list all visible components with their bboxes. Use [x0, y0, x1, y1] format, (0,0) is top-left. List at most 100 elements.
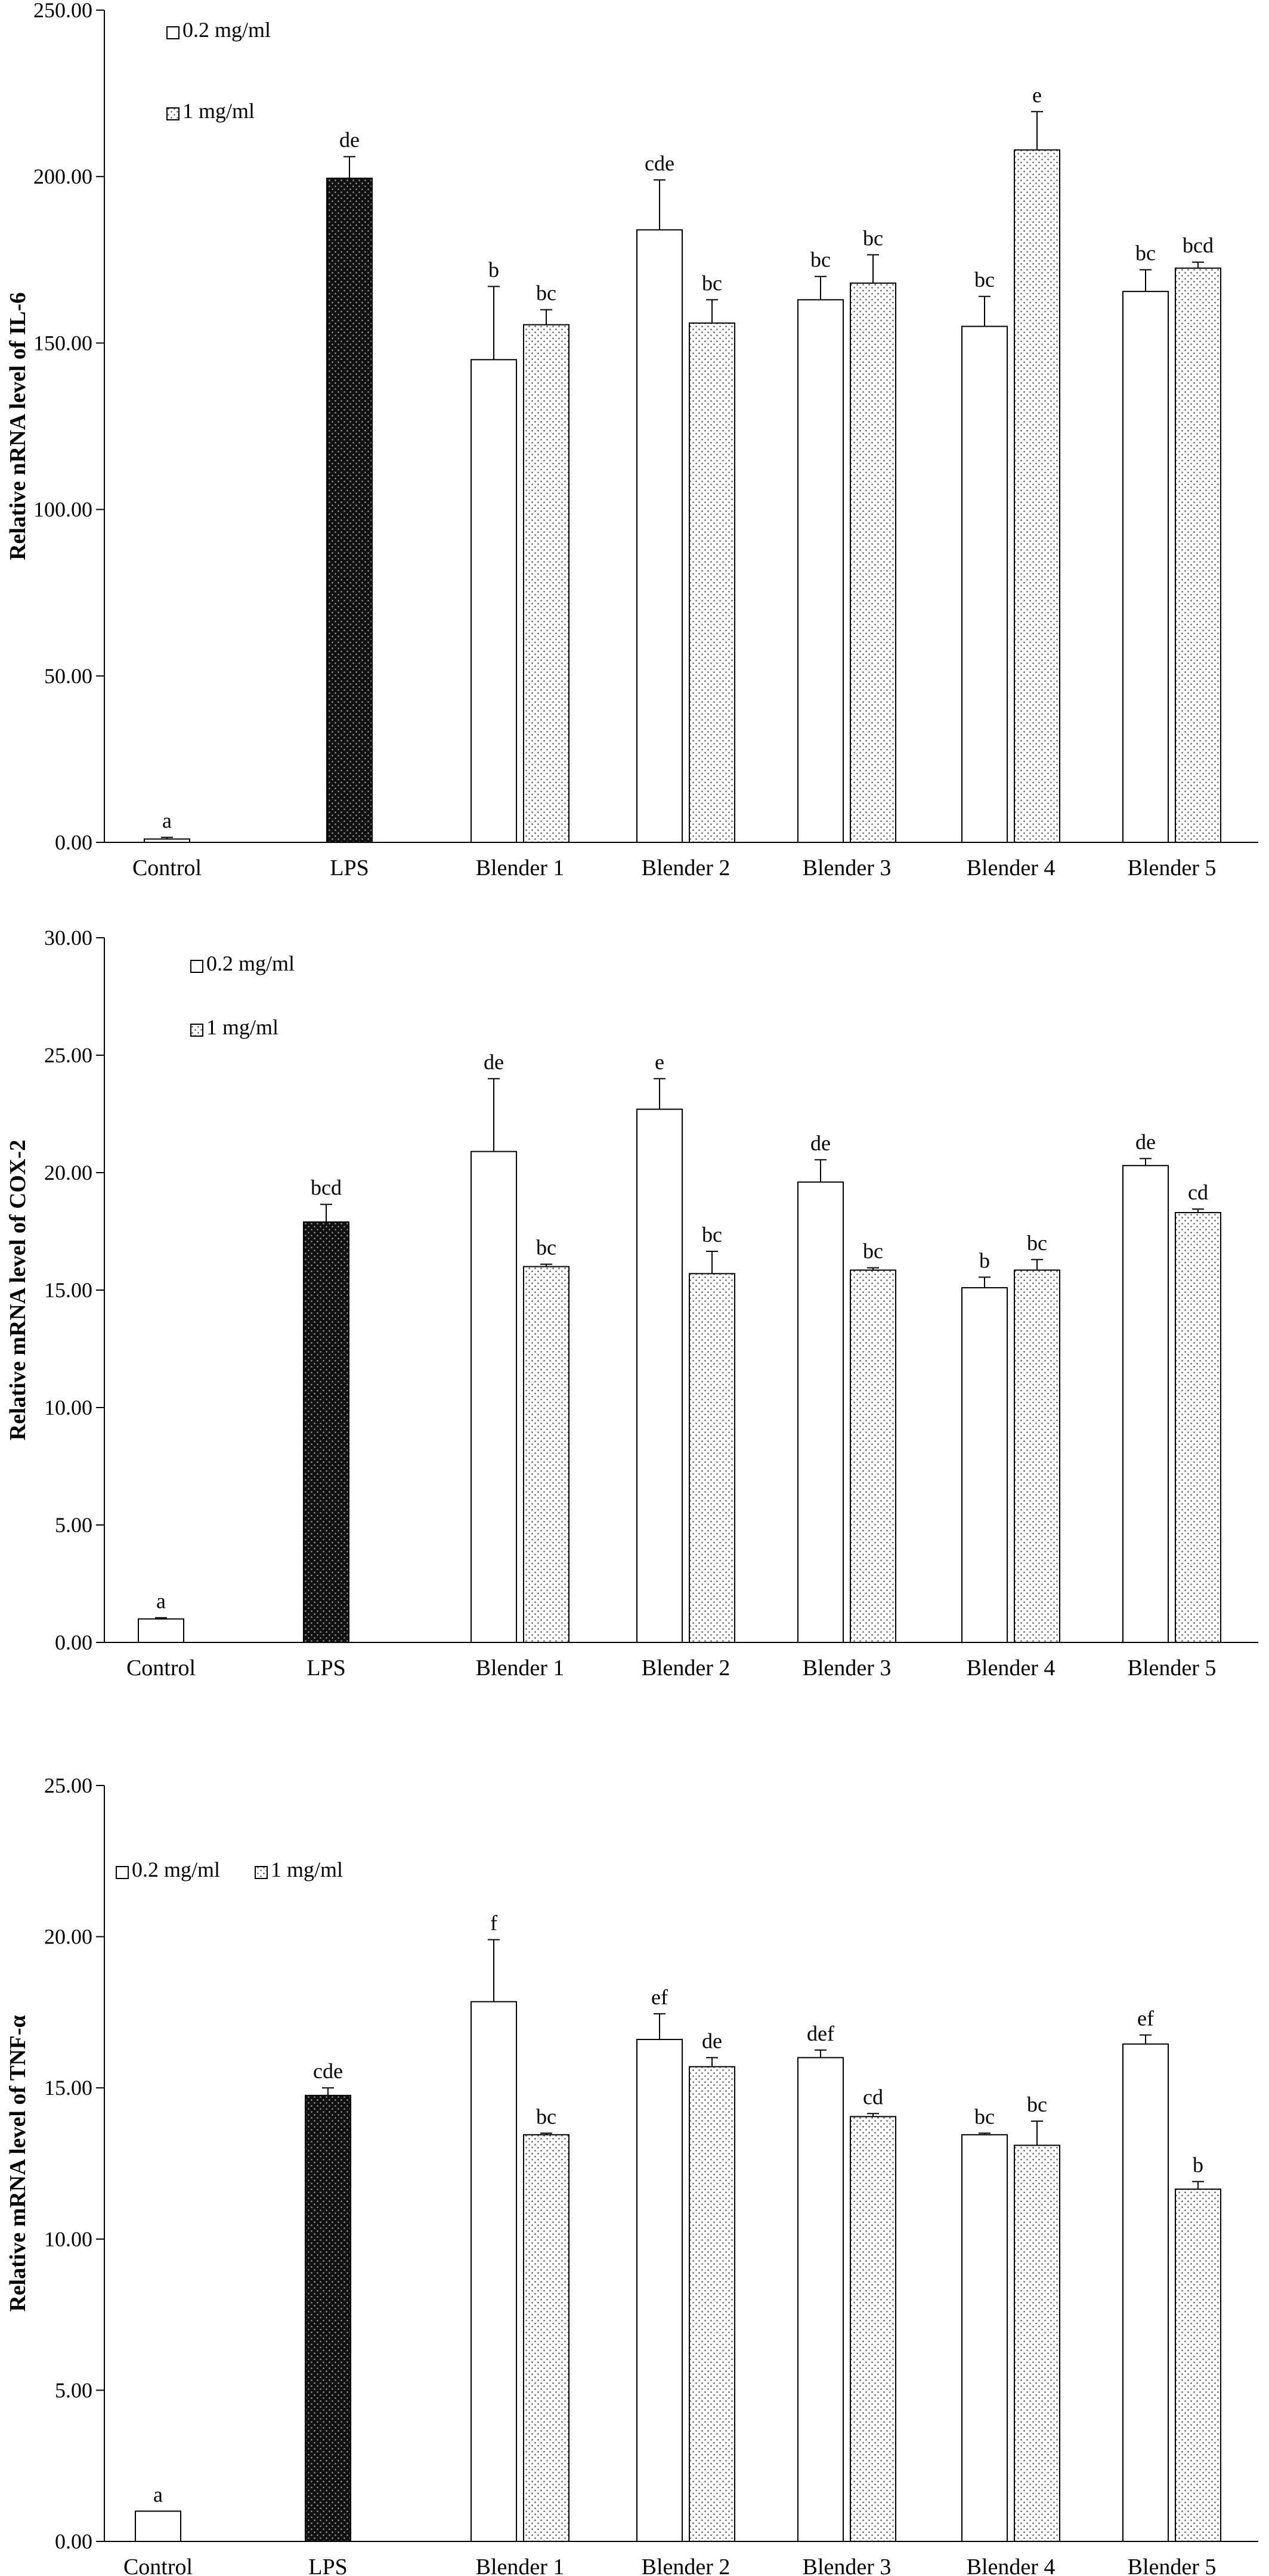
legend-label: 1 mg/ml — [271, 1858, 343, 1881]
bar-low-dose — [471, 359, 517, 843]
bar-low-dose — [138, 1618, 184, 1644]
y-tick-label: 20.00 — [44, 1161, 92, 1185]
x-tick-label: Blender 5 — [1128, 855, 1217, 881]
significance-label: de — [1135, 1130, 1156, 1154]
significance-label: bc — [974, 2104, 995, 2128]
y-axis-title: Relative nRNA level of IL-6 — [5, 292, 30, 560]
y-tick-label: 25.00 — [44, 1774, 92, 1797]
bar-high-dose — [1014, 1269, 1060, 1643]
bar-low-dose — [797, 1181, 844, 1643]
significance-label: bc — [702, 1223, 722, 1247]
significance-label: b — [488, 258, 499, 281]
bar-low-dose — [636, 229, 683, 844]
significance-label: bc — [1027, 1231, 1047, 1255]
y-tick-label: 10.00 — [44, 2227, 92, 2251]
y-tick-label: 25.00 — [44, 1043, 92, 1067]
bar-high-dose — [1175, 2188, 1221, 2543]
chart-2: 0.00 5.00 10.00 15.00 20.00 25.00 30.00 Relativ… — [5, 926, 1258, 1681]
bar-low-dose — [471, 1151, 517, 1644]
significance-label: de — [484, 1050, 504, 1074]
significance-label: bc — [1027, 2093, 1047, 2116]
significance-label: de — [339, 128, 360, 152]
legend-label: 0.2 mg/ml — [132, 1858, 220, 1881]
bar-high-dose — [523, 1266, 569, 1644]
bar-low-dose — [135, 2510, 181, 2542]
bar-low-dose — [797, 299, 844, 844]
x-tick-label: Blender 2 — [642, 1656, 731, 1681]
bar-high-dose — [850, 1269, 896, 1643]
bar-low-dose — [1122, 290, 1169, 843]
y-tick-label: 150.00 — [33, 331, 92, 355]
bar-high-dose — [523, 2134, 569, 2542]
significance-label: cde — [313, 2059, 343, 2083]
significance-label: a — [153, 2482, 163, 2506]
y-tick-label: 15.00 — [44, 1278, 92, 1302]
y-tick-label: 0.00 — [55, 2529, 92, 2553]
bar-high-dose — [1175, 267, 1221, 843]
x-tick-label: Blender 2 — [642, 2555, 731, 2576]
bar-high-dose — [850, 282, 896, 843]
bar-high-dose — [1014, 2144, 1060, 2543]
bar-high-dose — [850, 2116, 896, 2543]
y-tick-label: 15.00 — [44, 2076, 92, 2100]
x-tick-label: Control — [126, 1656, 196, 1681]
y-tick-label: 10.00 — [44, 1396, 92, 1419]
x-tick-label: Control — [132, 855, 202, 881]
significance-label: e — [655, 1050, 664, 1074]
x-tick-label: Blender 5 — [1128, 2555, 1217, 2576]
significance-label: bc — [536, 2104, 556, 2128]
significance-label: bc — [536, 1236, 556, 1260]
significance-label: a — [162, 809, 172, 833]
legend-swatch — [166, 107, 179, 120]
significance-label: bc — [702, 271, 722, 295]
legend-swatch — [166, 26, 179, 39]
bar-low-dose — [144, 838, 190, 844]
significance-label: b — [979, 1248, 990, 1272]
y-tick-label: 5.00 — [55, 2378, 92, 2402]
bar-high-dose — [689, 2066, 735, 2543]
significance-label: bc — [863, 1239, 883, 1263]
x-tick-label: Blender 2 — [642, 855, 731, 881]
significance-label: a — [156, 1589, 166, 1613]
legend-label: 0.2 mg/ml — [182, 18, 271, 42]
bar-low-dose — [1122, 2043, 1169, 2542]
y-tick-label: 5.00 — [55, 1513, 92, 1537]
x-tick-label: Blender 3 — [803, 1656, 892, 1681]
x-tick-label: Blender 3 — [803, 855, 892, 881]
x-tick-label: Blender 4 — [967, 2555, 1056, 2576]
significance-label: bc — [1135, 241, 1156, 265]
y-tick-label: 20.00 — [44, 1925, 92, 1949]
bar-high-dose — [523, 324, 569, 843]
legend-label: 1 mg/ml — [206, 1015, 278, 1039]
chart-1: 0.00 50.00 100.00 150.00 200.00 250.00 Relativ… — [5, 0, 1258, 881]
x-tick-label: LPS — [308, 2555, 347, 2576]
significance-label: de — [810, 1131, 831, 1155]
x-tick-label: Blender 1 — [476, 1656, 565, 1681]
significance-label: bcd — [311, 1176, 342, 1199]
bar-high-dose — [1014, 149, 1060, 844]
legend-swatch — [190, 960, 203, 973]
x-tick-label: Blender 4 — [967, 855, 1056, 881]
significance-label: e — [1032, 83, 1042, 107]
bar-low-dose — [797, 2057, 844, 2542]
x-tick-label: Control — [123, 2555, 193, 2576]
significance-label: ef — [651, 1985, 668, 2009]
y-tick-label: 100.00 — [33, 498, 92, 522]
legend-label: 1 mg/ml — [182, 99, 255, 123]
y-tick-label: 200.00 — [33, 165, 92, 188]
significance-label: bc — [974, 268, 995, 292]
significance-label: cde — [645, 151, 674, 175]
bar-low-dose — [471, 2001, 517, 2542]
bar-low-dose — [961, 2134, 1008, 2542]
bar-high-dose — [1175, 1211, 1221, 1643]
y-tick-label: 50.00 — [44, 664, 92, 688]
y-tick-label: 30.00 — [44, 926, 92, 950]
significance-label: def — [807, 2022, 834, 2045]
significance-label: cd — [1188, 1180, 1208, 1204]
y-tick-label: 0.00 — [55, 1630, 92, 1654]
significance-label: bc — [863, 226, 883, 250]
significance-label: b — [1193, 2153, 1203, 2177]
bar-high-dose — [689, 1273, 735, 1643]
legend-label: 0.2 mg/ml — [206, 951, 295, 975]
